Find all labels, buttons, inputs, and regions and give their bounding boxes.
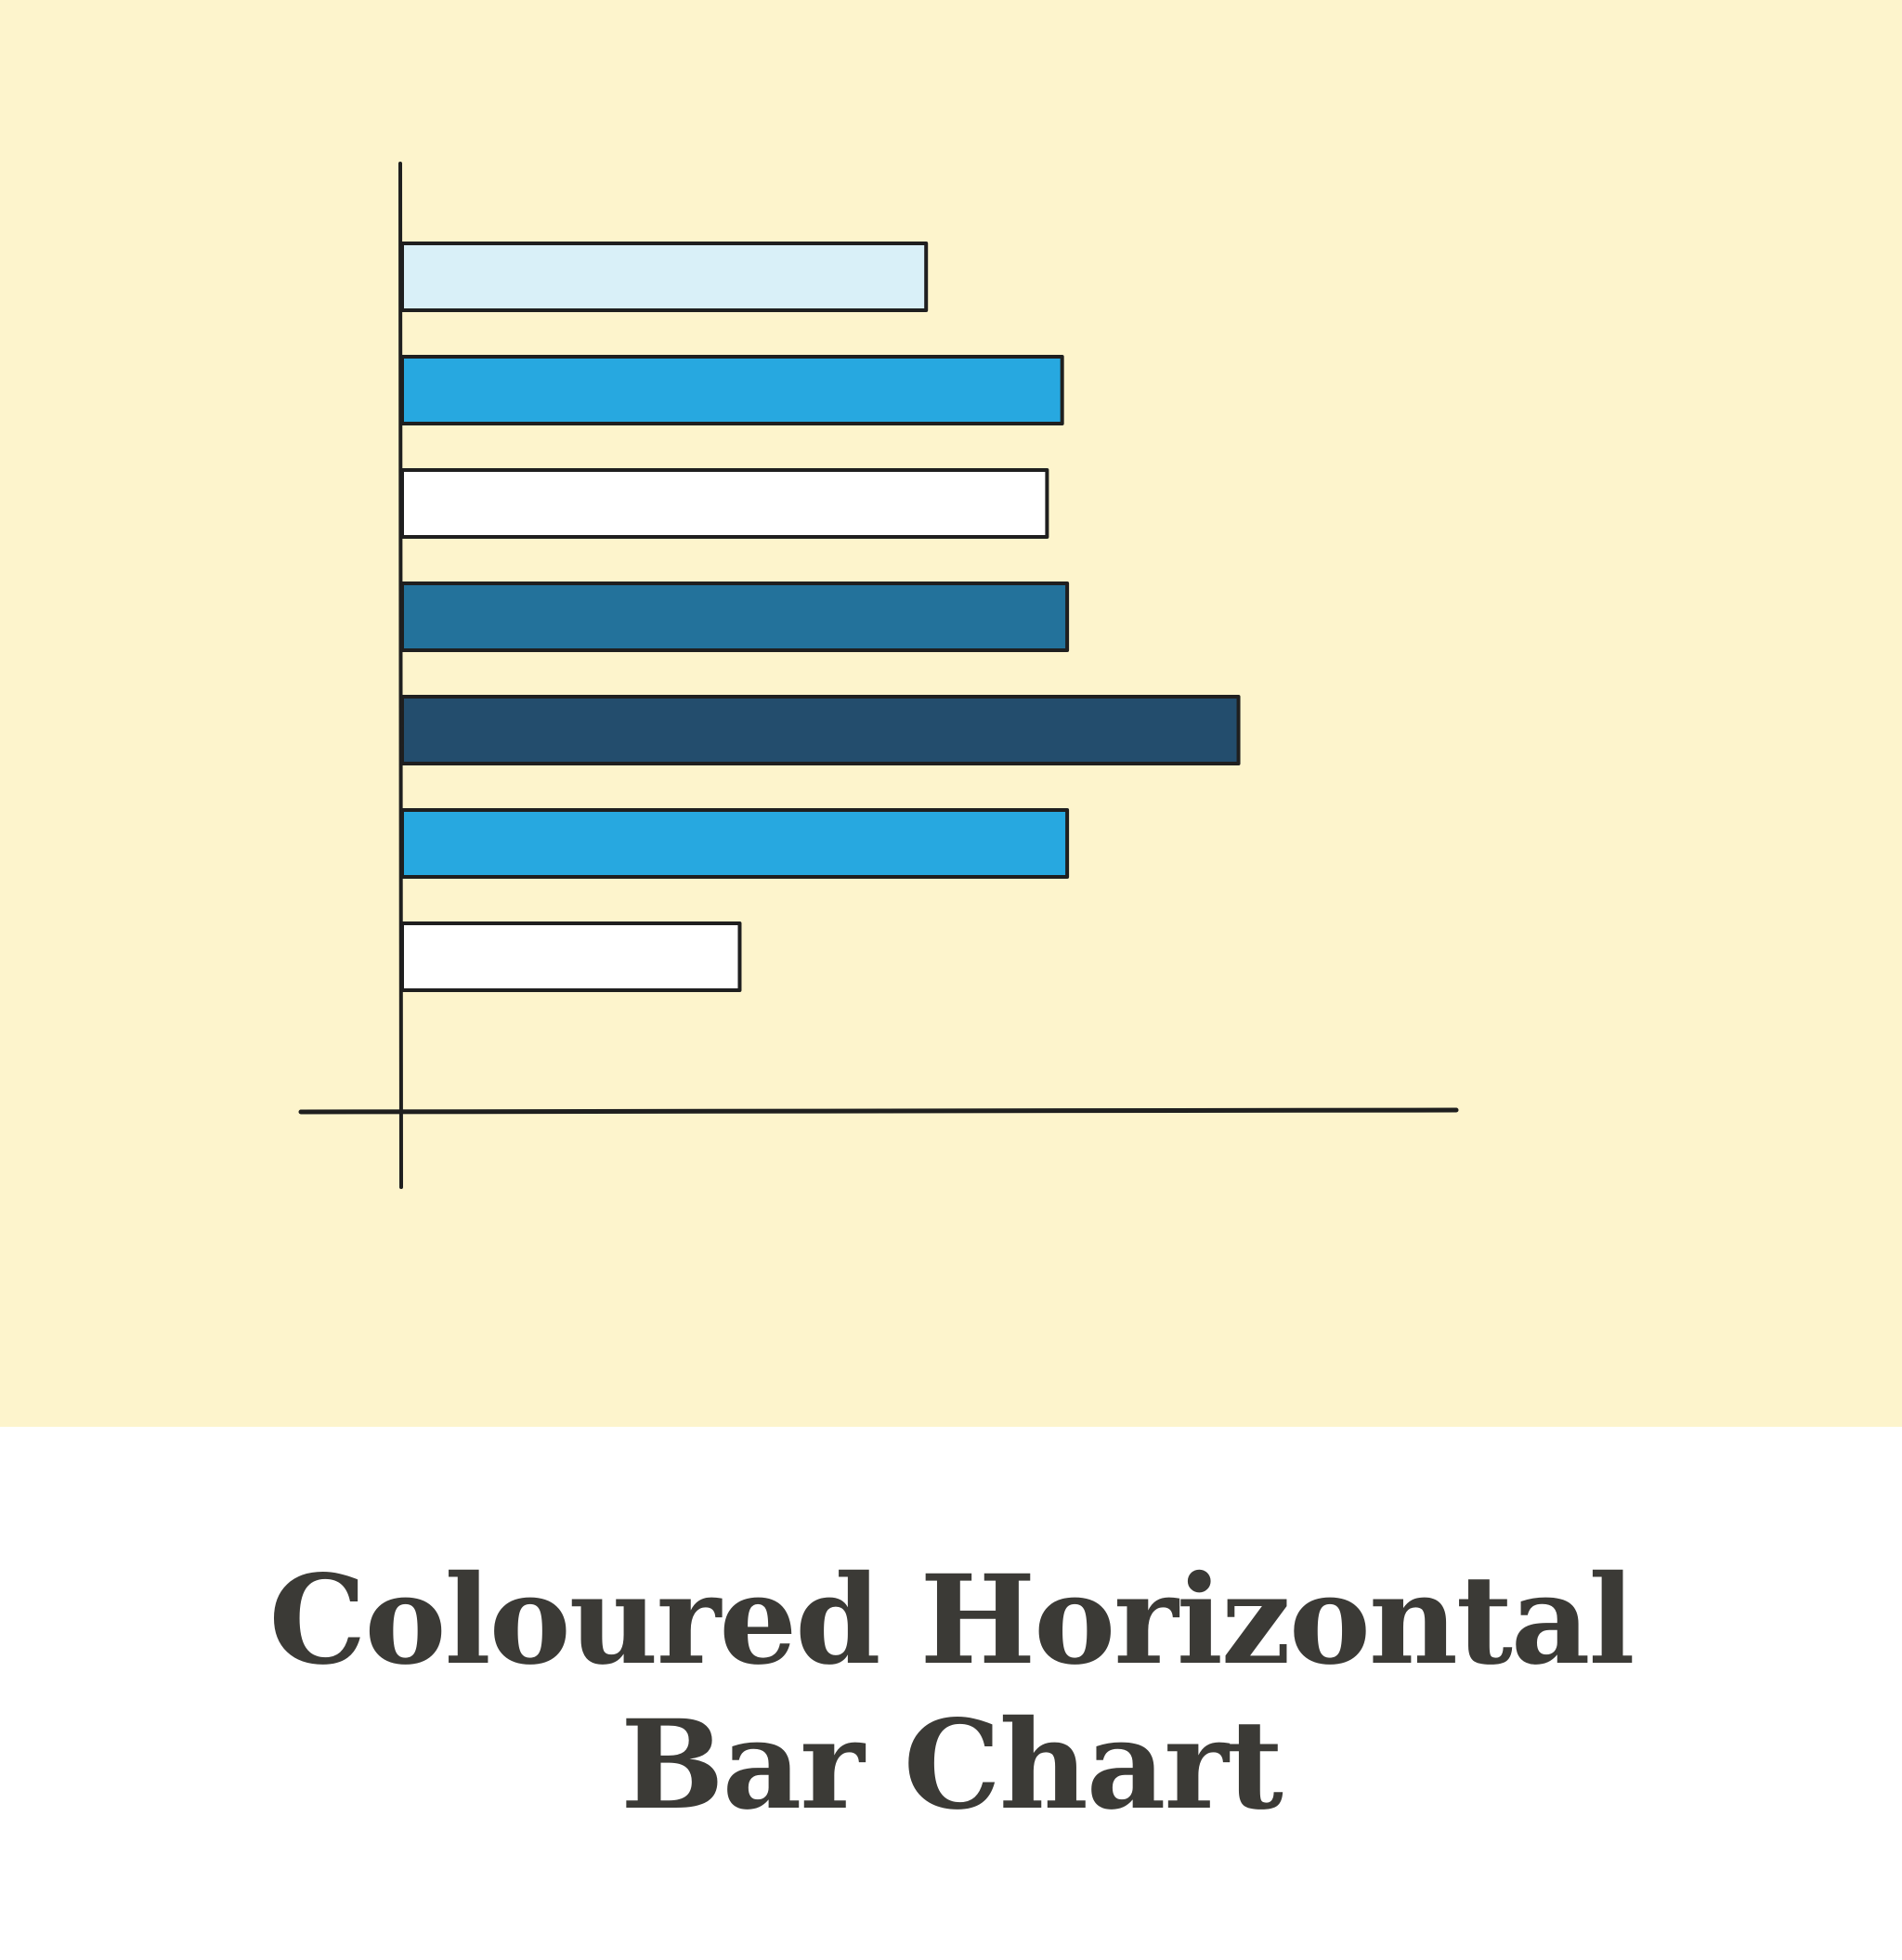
x-axis-line — [298, 1107, 1459, 1115]
bar-6 — [400, 808, 1070, 879]
bar-7 — [400, 921, 742, 992]
bar-3 — [400, 468, 1049, 539]
bar-2 — [400, 355, 1064, 425]
bar-4 — [400, 581, 1070, 652]
caption: Coloured Horizontal Bar Chart — [0, 1427, 1902, 1960]
caption-title-line-2: Bar Chart — [620, 1693, 1283, 1837]
chart-panel — [0, 0, 1902, 1427]
bar-5 — [400, 695, 1241, 765]
y-axis-line — [398, 162, 404, 1189]
bar-1 — [400, 242, 929, 312]
bar-chart — [298, 162, 1459, 1189]
caption-title-line-1: Coloured Horizontal — [268, 1548, 1635, 1692]
